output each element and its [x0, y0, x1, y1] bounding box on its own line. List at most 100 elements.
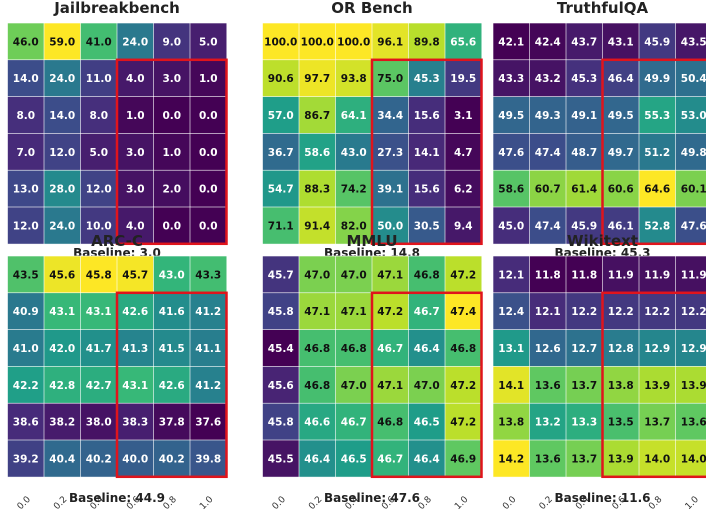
- heatmap-cell: [444, 59, 483, 98]
- cell-label: 9.4: [454, 220, 473, 232]
- cell-label: 41.0: [86, 36, 112, 48]
- cell-label: 47.6: [681, 220, 706, 232]
- heatmap-cell: [189, 366, 228, 404]
- heatmap-cell: [602, 292, 640, 331]
- baseline-label: Baseline: 11.6: [554, 491, 650, 505]
- cell-label: 47.0: [341, 269, 367, 281]
- heatmap-cell: [408, 22, 446, 61]
- heatmap-cell: [492, 439, 531, 478]
- x-tick-label: 0.0: [271, 495, 288, 511]
- heatmap-cell: [565, 255, 604, 294]
- heatmap-cell: [565, 329, 604, 368]
- heatmap-cell: [444, 96, 483, 134]
- cell-label: 13.2: [535, 417, 561, 429]
- heatmap-cell: [262, 96, 300, 134]
- x-tick-label: 0.2: [538, 495, 555, 511]
- cell-label: 46.4: [304, 453, 330, 465]
- cell-label: 13.7: [571, 453, 597, 465]
- heatmap-cell: [492, 59, 531, 98]
- heatmap-cell: [638, 22, 677, 61]
- cell-label: 52.8: [644, 220, 670, 232]
- heatmap-cell: [298, 169, 337, 208]
- heatmap-cell: [602, 59, 640, 98]
- heatmap-cell: [444, 133, 483, 171]
- heatmap-cell: [298, 439, 337, 478]
- cell-label: 12.9: [681, 343, 706, 355]
- cell-label: 43.7: [571, 36, 597, 48]
- cell-label: 46.7: [377, 343, 403, 355]
- heatmap-cell: [116, 329, 155, 368]
- cell-label: 13.6: [535, 453, 561, 465]
- heatmap-cell: [298, 366, 337, 404]
- cell-label: 96.1: [377, 36, 403, 48]
- heatmap-cell: [298, 255, 337, 294]
- cell-label: 46.9: [450, 453, 476, 465]
- highlight-box: [370, 58, 483, 246]
- heatmap-cell: [298, 133, 337, 171]
- cell-label: 48.7: [571, 147, 597, 159]
- cell-label: 89.8: [414, 36, 440, 48]
- heatmap-cell: [298, 96, 337, 134]
- cell-label: 3.0: [126, 184, 145, 196]
- cell-label: 1.0: [162, 147, 181, 159]
- heatmap-cell: [335, 206, 373, 245]
- cell-label: 100.0: [337, 36, 370, 48]
- cell-label: 41.1: [195, 343, 221, 355]
- heatmap-cell: [492, 255, 531, 294]
- cell-label: 47.1: [304, 306, 330, 318]
- cell-label: 42.6: [159, 380, 185, 392]
- cell-label: 58.6: [304, 147, 330, 159]
- cell-label: 42.4: [535, 36, 561, 48]
- cell-label: 13.0: [13, 184, 39, 196]
- cell-label: 13.6: [681, 417, 706, 429]
- cell-label: 38.2: [49, 417, 75, 429]
- cell-label: 57.0: [268, 110, 294, 122]
- heatmap-cell: [298, 59, 337, 98]
- cell-label: 45.4: [268, 343, 294, 355]
- cell-label: 45.8: [268, 306, 294, 318]
- heatmap-cell: [675, 133, 706, 171]
- cell-label: 41.5: [159, 343, 185, 355]
- heatmap-cell: [335, 59, 373, 98]
- x-tick-label: 0.2: [52, 495, 69, 511]
- y-tick-label: 0.4: [0, 108, 2, 123]
- heatmap-cell: [602, 329, 640, 368]
- cell-label: 14.0: [681, 453, 706, 465]
- cell-label: 11.9: [608, 269, 634, 281]
- heatmap-cell: [43, 133, 82, 171]
- heatmap-cell: [675, 439, 706, 478]
- heatmap-arc-c: ARC-C 43.5 45.6 45.8 45.7 43.0 43.3 40.9 43.1 43.…: [0, 232, 228, 511]
- cell-label: 13.9: [644, 380, 670, 392]
- cell-label: 36.7: [268, 147, 294, 159]
- cell-label: 47.1: [377, 380, 403, 392]
- heatmap-cell: [7, 169, 45, 208]
- chart-title: MMLU: [346, 232, 397, 250]
- heatmap-cell: [408, 133, 446, 171]
- cell-label: 11.0: [86, 73, 112, 85]
- cell-label: 47.0: [341, 380, 367, 392]
- cell-label: 10.0: [86, 220, 112, 232]
- cell-label: 40.2: [159, 453, 185, 465]
- y-tick-label: 0.6: [0, 144, 2, 159]
- cell-label: 12.0: [49, 147, 75, 159]
- cell-label: 39.2: [13, 453, 39, 465]
- heatmap-cell: [529, 329, 567, 368]
- cell-label: 4.7: [454, 147, 473, 159]
- heatmap-cell: [529, 255, 567, 294]
- cell-label: 49.3: [535, 110, 561, 122]
- cell-label: 14.0: [13, 73, 39, 85]
- cell-label: 45.3: [571, 73, 597, 85]
- heatmap-cell: [638, 133, 677, 171]
- cell-label: 46.5: [341, 453, 367, 465]
- cell-label: 13.1: [498, 343, 524, 355]
- heatmap-cell: [675, 22, 706, 61]
- cell-label: 55.3: [644, 110, 670, 122]
- heatmap-cell: [298, 329, 337, 368]
- heatmap-cell: [638, 206, 677, 245]
- heatmap-cell: [492, 366, 531, 404]
- cell-label: 45.7: [122, 269, 148, 281]
- cell-label: 47.1: [341, 306, 367, 318]
- cell-label: 0.0: [199, 147, 218, 159]
- heatmap-cell: [189, 329, 228, 368]
- cell-label: 13.7: [644, 417, 670, 429]
